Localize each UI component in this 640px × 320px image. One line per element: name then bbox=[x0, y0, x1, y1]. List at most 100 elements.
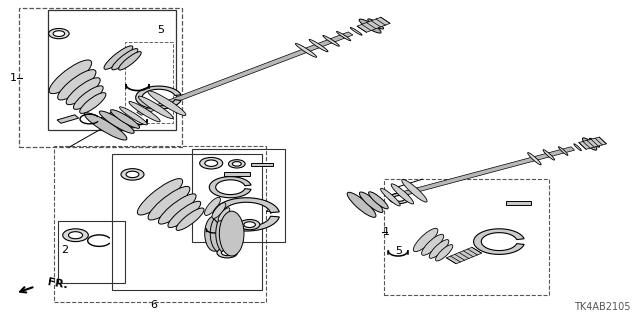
Ellipse shape bbox=[582, 138, 596, 150]
Text: 5: 5 bbox=[157, 25, 164, 36]
Ellipse shape bbox=[118, 52, 141, 70]
Ellipse shape bbox=[110, 112, 134, 128]
Text: FR.: FR. bbox=[47, 277, 68, 291]
Bar bbox=[506, 201, 531, 205]
Circle shape bbox=[239, 220, 260, 230]
Ellipse shape bbox=[220, 211, 244, 256]
Ellipse shape bbox=[112, 49, 138, 70]
Polygon shape bbox=[136, 86, 181, 109]
Ellipse shape bbox=[148, 91, 186, 116]
Ellipse shape bbox=[348, 192, 376, 217]
Circle shape bbox=[244, 222, 255, 228]
Text: 1: 1 bbox=[383, 227, 390, 237]
Ellipse shape bbox=[574, 144, 581, 151]
Ellipse shape bbox=[350, 28, 362, 35]
Text: TK4AB2105: TK4AB2105 bbox=[574, 302, 630, 312]
Ellipse shape bbox=[337, 31, 351, 41]
Circle shape bbox=[126, 171, 139, 178]
Polygon shape bbox=[446, 247, 482, 264]
Ellipse shape bbox=[369, 192, 388, 209]
Polygon shape bbox=[137, 32, 353, 115]
Polygon shape bbox=[213, 198, 279, 231]
Ellipse shape bbox=[368, 19, 383, 29]
Ellipse shape bbox=[359, 19, 381, 33]
Ellipse shape bbox=[218, 208, 230, 221]
Ellipse shape bbox=[527, 153, 541, 165]
Ellipse shape bbox=[58, 70, 96, 100]
Ellipse shape bbox=[84, 113, 127, 140]
Circle shape bbox=[53, 31, 65, 36]
Circle shape bbox=[200, 157, 223, 169]
Ellipse shape bbox=[370, 193, 387, 208]
Ellipse shape bbox=[212, 203, 226, 219]
Polygon shape bbox=[388, 147, 575, 199]
Ellipse shape bbox=[205, 197, 220, 215]
Text: 2: 2 bbox=[61, 244, 68, 255]
Polygon shape bbox=[579, 137, 607, 149]
Circle shape bbox=[205, 160, 218, 166]
Ellipse shape bbox=[80, 93, 106, 113]
Ellipse shape bbox=[216, 213, 239, 254]
Ellipse shape bbox=[422, 234, 444, 255]
Bar bbox=[57, 115, 79, 123]
Ellipse shape bbox=[596, 139, 602, 144]
Bar bbox=[192, 149, 285, 242]
Ellipse shape bbox=[100, 117, 122, 131]
Ellipse shape bbox=[391, 184, 413, 204]
Ellipse shape bbox=[74, 86, 103, 109]
Circle shape bbox=[49, 28, 69, 39]
Circle shape bbox=[68, 232, 83, 239]
Bar bbox=[58, 221, 125, 283]
Bar bbox=[224, 172, 250, 176]
Ellipse shape bbox=[111, 110, 140, 128]
Ellipse shape bbox=[138, 96, 173, 119]
Bar bbox=[48, 10, 176, 130]
Text: 6: 6 bbox=[150, 300, 157, 310]
Circle shape bbox=[63, 229, 88, 242]
Text: 5: 5 bbox=[396, 246, 403, 256]
Ellipse shape bbox=[210, 214, 232, 253]
Bar bbox=[112, 154, 262, 290]
Ellipse shape bbox=[543, 150, 554, 160]
Ellipse shape bbox=[49, 60, 92, 94]
Ellipse shape bbox=[413, 228, 438, 252]
Ellipse shape bbox=[323, 36, 339, 46]
Circle shape bbox=[221, 250, 233, 256]
Ellipse shape bbox=[589, 138, 600, 147]
Ellipse shape bbox=[168, 201, 201, 228]
Ellipse shape bbox=[129, 101, 160, 122]
Ellipse shape bbox=[381, 188, 400, 206]
Ellipse shape bbox=[309, 39, 328, 52]
Polygon shape bbox=[209, 177, 251, 198]
Ellipse shape bbox=[402, 180, 427, 202]
Bar bbox=[54, 146, 266, 302]
Polygon shape bbox=[357, 17, 390, 32]
Ellipse shape bbox=[429, 240, 449, 258]
Ellipse shape bbox=[376, 19, 386, 25]
Circle shape bbox=[228, 160, 245, 168]
Circle shape bbox=[121, 169, 144, 180]
Ellipse shape bbox=[104, 46, 133, 69]
Ellipse shape bbox=[296, 44, 317, 57]
Text: 1: 1 bbox=[10, 73, 17, 84]
Text: 3: 3 bbox=[227, 240, 234, 250]
Text: 4: 4 bbox=[266, 206, 273, 216]
Ellipse shape bbox=[436, 244, 452, 261]
Circle shape bbox=[394, 196, 405, 201]
Bar bbox=[19, 8, 182, 147]
Ellipse shape bbox=[120, 107, 147, 125]
Ellipse shape bbox=[176, 208, 204, 230]
Ellipse shape bbox=[99, 111, 134, 133]
Ellipse shape bbox=[360, 192, 383, 212]
Ellipse shape bbox=[559, 147, 568, 155]
Circle shape bbox=[232, 162, 241, 166]
Ellipse shape bbox=[205, 216, 224, 251]
Bar bbox=[251, 163, 273, 166]
Ellipse shape bbox=[148, 186, 190, 220]
Ellipse shape bbox=[66, 78, 100, 105]
Polygon shape bbox=[474, 229, 524, 254]
Bar bbox=[125, 42, 173, 123]
Bar bbox=[384, 179, 549, 295]
Circle shape bbox=[389, 193, 410, 204]
Ellipse shape bbox=[360, 197, 373, 210]
